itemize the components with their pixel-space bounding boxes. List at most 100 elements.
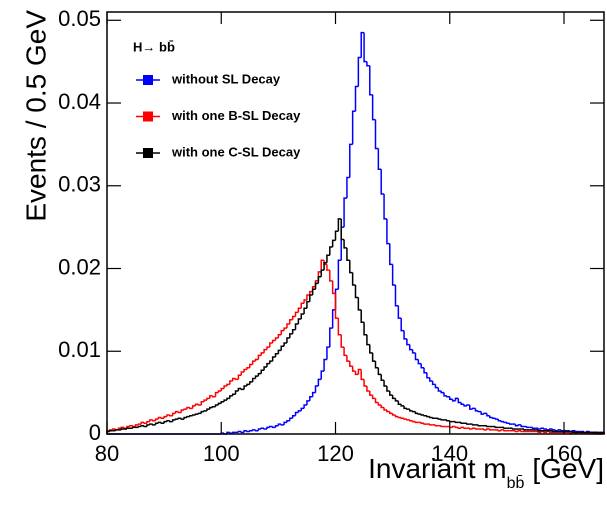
histogram-bin xyxy=(203,399,207,402)
histogram-bin xyxy=(466,404,470,406)
y-tick-label: 0.01 xyxy=(58,337,101,362)
histogram-bin xyxy=(177,417,182,420)
histogram-bin xyxy=(417,413,422,415)
histogram-bin xyxy=(154,422,159,425)
x-axis-title: Invariant mbb̄ [GeV] xyxy=(368,453,604,492)
histogram-bin xyxy=(383,407,387,411)
histogram-bin xyxy=(417,359,422,365)
histogram-bin xyxy=(437,387,442,392)
histogram-bin xyxy=(551,429,556,431)
histogram-bin xyxy=(457,398,462,404)
histogram-bin xyxy=(143,422,147,424)
histogram-bin xyxy=(294,323,299,330)
histogram-bin xyxy=(269,425,273,428)
histogram-bin xyxy=(314,282,319,290)
histogram-bin xyxy=(220,400,225,404)
histogram-bin xyxy=(343,347,347,357)
histogram-bin xyxy=(283,342,287,347)
histogram-bin xyxy=(454,397,459,401)
histogram-bin xyxy=(286,337,290,343)
histogram-bin xyxy=(229,432,233,434)
histogram-bin xyxy=(406,419,410,421)
histogram-bin xyxy=(189,407,193,410)
histogram-bin xyxy=(403,418,407,420)
histogram-bin xyxy=(414,352,419,361)
histogram-bin xyxy=(471,407,476,410)
histogram-bin xyxy=(220,387,225,391)
histogram-bin xyxy=(149,423,153,425)
histogram-bin xyxy=(263,428,267,430)
histogram-bin xyxy=(171,419,176,422)
histogram-bin xyxy=(251,377,256,382)
histogram-bin xyxy=(297,307,302,313)
histogram-bin xyxy=(454,421,459,424)
histogram-bin xyxy=(151,424,156,426)
histogram-bin xyxy=(460,422,465,424)
histogram-bin xyxy=(334,230,339,241)
histogram-bin xyxy=(548,428,553,430)
histogram-bin xyxy=(440,390,445,394)
histogram-bin xyxy=(140,421,145,425)
x-tick-label: 100 xyxy=(203,441,240,466)
histogram-bin xyxy=(366,61,370,67)
histogram-bin xyxy=(397,416,402,419)
series xyxy=(106,259,605,434)
histogram-bin xyxy=(411,410,416,413)
histogram-bin xyxy=(303,299,307,304)
histogram-bin xyxy=(437,418,442,420)
histogram-bin xyxy=(400,417,405,420)
histogram-bin xyxy=(411,349,416,354)
legend-label: with one C-SL Decay xyxy=(171,144,301,159)
histogram-bin xyxy=(249,381,253,385)
histogram-bin xyxy=(274,352,279,358)
histogram-bin xyxy=(294,311,299,317)
histogram-bin xyxy=(349,143,353,178)
histogram-bin xyxy=(374,361,379,369)
histogram-bin xyxy=(254,375,259,379)
histogram-bin xyxy=(280,424,285,426)
histogram-bin xyxy=(560,429,565,432)
histogram-bin xyxy=(157,421,162,424)
histogram-bin xyxy=(114,429,119,431)
histogram-bin xyxy=(386,386,390,392)
histogram-bin xyxy=(246,383,250,387)
histogram-bin xyxy=(383,380,387,387)
histogram-bin xyxy=(394,414,399,418)
histogram-bin xyxy=(363,322,367,336)
histogram-bin xyxy=(503,427,507,429)
histogram-bin xyxy=(343,197,347,228)
histogram-bin xyxy=(389,411,393,415)
histogram-bin xyxy=(337,218,342,232)
histogram-bin xyxy=(451,425,456,428)
histogram-bin xyxy=(420,414,425,416)
histogram-bin xyxy=(263,366,267,371)
histogram-bin xyxy=(429,424,433,426)
histogram-bin xyxy=(517,424,522,426)
histogram-bin xyxy=(497,419,502,422)
histogram-bin xyxy=(291,415,296,419)
histogram-bin xyxy=(260,427,265,430)
histogram-bin xyxy=(537,428,542,430)
histogram-bin xyxy=(229,395,233,399)
histogram-bin xyxy=(500,429,505,431)
histogram-bin xyxy=(311,288,316,295)
histogram-bin xyxy=(274,337,279,341)
histogram-bin xyxy=(380,405,385,409)
histogram-bin xyxy=(211,405,216,408)
histogram-bin xyxy=(360,31,365,58)
y-tick-label: 0 xyxy=(89,420,101,445)
histogram-bin xyxy=(360,369,365,381)
histogram-bin xyxy=(200,410,205,414)
histogram-bin xyxy=(351,366,356,372)
histogram-bin xyxy=(280,345,285,351)
histogram-bin xyxy=(174,418,179,420)
histogram-bin xyxy=(517,429,522,432)
histogram-bin xyxy=(194,403,199,406)
histogram-bin xyxy=(423,367,427,374)
legend-label: with one B-SL Decay xyxy=(171,108,301,123)
histogram-bin xyxy=(337,259,342,290)
histogram-bin xyxy=(251,429,256,431)
histogram-bin xyxy=(400,404,405,407)
y-tick-label: 0.04 xyxy=(58,89,101,114)
